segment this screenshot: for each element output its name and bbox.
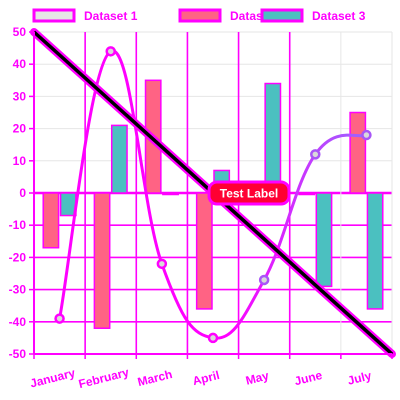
line-dataset-1 — [58, 49, 367, 340]
line-series — [54, 46, 372, 344]
annotations: Test Label — [30, 28, 396, 358]
line-point — [54, 313, 65, 324]
y-axis: 50 40 30 20 10 0 -10 -20 -30 -40 -50 — [9, 25, 35, 361]
legend-swatch — [32, 8, 76, 23]
legend-label: Dataset 1 — [84, 9, 138, 23]
legend[interactable]: Dataset 1 Dataset 2 Dataset 3 — [32, 8, 366, 23]
x-axis: January February March April May June July — [29, 353, 393, 391]
y-tick-label: 10 — [13, 154, 27, 168]
y-tick-label: -20 — [9, 250, 27, 264]
bars — [42, 79, 384, 329]
y-tick-label: 0 — [19, 186, 26, 200]
bar-dataset-3 — [162, 192, 179, 196]
y-tick-label: -10 — [9, 218, 27, 232]
y-tick-label: -40 — [9, 315, 27, 329]
x-tick-label: April — [191, 368, 221, 388]
x-tick-label: March — [136, 367, 174, 389]
line-point — [156, 258, 168, 270]
bar-dataset-2 — [298, 192, 316, 196]
x-tick-label: June — [293, 368, 324, 388]
x-tick-label: May — [244, 368, 270, 387]
bar-dataset-3 — [366, 192, 384, 310]
y-tick-label: -30 — [9, 283, 27, 297]
line-point — [361, 129, 372, 141]
x-tick-label: February — [77, 365, 131, 391]
annotation-label-text: Test Label — [220, 187, 278, 201]
bar-dataset-3 — [264, 82, 282, 194]
bar-dataset-2 — [42, 192, 60, 249]
line-point — [105, 46, 116, 57]
legend-swatch — [260, 8, 304, 23]
line-point — [310, 149, 321, 160]
bar-dataset-2 — [93, 192, 111, 329]
line-point — [258, 274, 270, 286]
bar-dataset-2 — [349, 111, 367, 194]
y-tick-label: 30 — [13, 89, 27, 103]
x-tick-label: July — [346, 368, 373, 387]
bar-dataset-3 — [315, 192, 333, 288]
x-tick-label: January — [29, 366, 77, 391]
y-tick-label: 50 — [13, 25, 27, 39]
y-tick-label: 20 — [13, 122, 27, 136]
y-tick-label: 40 — [13, 57, 27, 71]
annotation-label-box — [207, 180, 291, 206]
line-point — [207, 332, 219, 344]
bar-dataset-3 — [110, 124, 128, 194]
bar-dataset-2 — [195, 192, 213, 310]
legend-label: Dataset 3 — [312, 9, 366, 23]
legend-swatch — [178, 8, 222, 23]
y-tick-label: -50 — [9, 347, 27, 361]
